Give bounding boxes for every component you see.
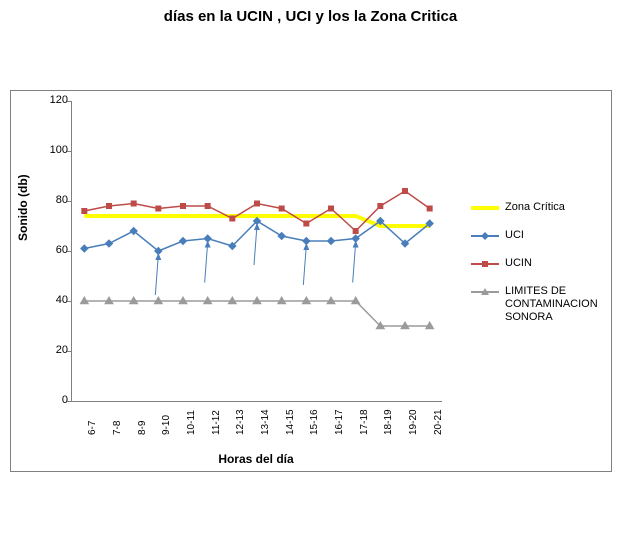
x-tick-label: 17-18 (359, 409, 370, 435)
x-tick-label: 16-17 (334, 409, 345, 435)
y-tick-mark (67, 401, 72, 402)
x-tick-label: 18-19 (383, 409, 394, 435)
x-tick-label: 12-13 (235, 409, 246, 435)
y-tick-label: 80 (38, 194, 68, 206)
legend-label: UCI (505, 229, 524, 242)
legend-label: Zona Crítica (505, 201, 565, 214)
y-tick-label: 60 (38, 244, 68, 256)
y-tick-label: 100 (38, 144, 68, 156)
x-tick-label: 9-10 (161, 415, 172, 435)
legend-swatch (471, 257, 499, 271)
chart-series (72, 101, 442, 401)
legend-item-ucin: UCIN (471, 257, 601, 271)
x-tick-label: 6-7 (87, 421, 98, 435)
legend: Zona Crítica UCI UCIN LIMITES DE CONTAMINAC… (471, 201, 601, 339)
legend-label: UCIN (505, 257, 532, 270)
legend-swatch (471, 201, 499, 215)
chart-title: días en la UCIN , UCI y los la Zona Crit… (0, 8, 621, 25)
legend-label: LIMITES DE CONTAMINACION SONORA (505, 285, 601, 325)
x-tick-label: 8-9 (137, 421, 148, 435)
legend-item-limites: LIMITES DE CONTAMINACION SONORA (471, 285, 601, 325)
y-tick-label: 120 (38, 94, 68, 106)
x-axis-label: Horas del día (71, 452, 441, 466)
x-tick-label: 13-14 (260, 409, 271, 435)
legend-item-uci: UCI (471, 229, 601, 243)
y-tick-label: 40 (38, 294, 68, 306)
y-tick-label: 0 (38, 394, 68, 406)
x-tick-label: 7-8 (112, 421, 123, 435)
x-tick-label: 19-20 (408, 409, 419, 435)
legend-swatch (471, 229, 499, 243)
x-tick-label: 20-21 (433, 409, 444, 435)
x-tick-label: 15-16 (309, 409, 320, 435)
x-tick-label: 14-15 (285, 409, 296, 435)
legend-swatch (471, 285, 499, 299)
plot-area: 020406080100120 6-77-88-99-1010-1111-121… (71, 101, 442, 402)
chart-frame: Sonido (db) 020406080100120 6-77-88-99-1… (10, 90, 612, 472)
x-tick-label: 11-12 (211, 410, 222, 435)
y-axis-label: Sonido (db) (16, 174, 30, 241)
x-tick-label: 10-11 (186, 410, 197, 435)
legend-item-zona_critica: Zona Crítica (471, 201, 601, 215)
y-tick-label: 20 (38, 344, 68, 356)
